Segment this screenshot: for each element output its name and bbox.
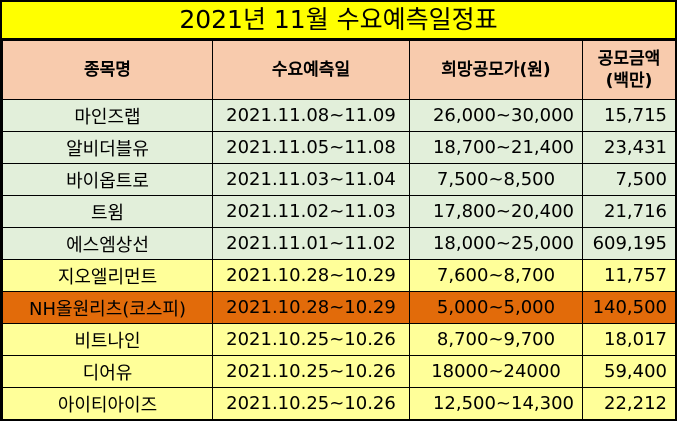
cell-price: 5,000~5,000 — [409, 291, 583, 324]
cell-amount: 7,500 — [582, 163, 676, 196]
table-row: 트윔 2021.11.02~11.03 17,800~20,400 21,716 — [2, 195, 676, 228]
table-row: 마인즈랩 2021.11.08~11.09 26,000~30,000 15,7… — [2, 99, 676, 132]
cell-price: 7,500~8,500 — [409, 163, 583, 196]
cell-price: 18,700~21,400 — [409, 131, 583, 164]
cell-name: 디어유 — [2, 355, 213, 388]
header-amount-line2: (백만) — [605, 71, 653, 91]
schedule-table: 종목명 수요예측일 희망공모가(원) 공모금액 (백만) 마인즈랩 2021.1… — [2, 40, 676, 420]
cell-name: 에스엠상선 — [2, 227, 213, 260]
cell-date: 2021.10.28~10.29 — [212, 259, 410, 292]
cell-date: 2021.10.28~10.29 — [212, 291, 410, 324]
cell-date: 2021.11.05~11.08 — [212, 131, 410, 164]
table-row: 아이티아이즈 2021.10.25~10.26 12,500~14,300 22… — [2, 387, 676, 420]
cell-date: 2021.11.01~11.02 — [212, 227, 410, 260]
cell-date: 2021.10.25~10.26 — [212, 387, 410, 420]
table-row: 바이옵트로 2021.11.03~11.04 7,500~8,500 7,500 — [2, 163, 676, 196]
cell-amount: 21,716 — [582, 195, 676, 228]
header-price: 희망공모가(원) — [409, 40, 583, 100]
header-date: 수요예측일 — [212, 40, 410, 100]
cell-amount: 18,017 — [582, 323, 676, 356]
cell-name: 아이티아이즈 — [2, 387, 213, 420]
table-row: 비트나인 2021.10.25~10.26 8,700~9,700 18,017 — [2, 323, 676, 356]
cell-price: 17,800~20,400 — [409, 195, 583, 228]
cell-price: 7,600~8,700 — [409, 259, 583, 292]
header-name: 종목명 — [2, 40, 213, 100]
table-row: 디어유 2021.10.25~10.26 18000~24000 59,400 — [2, 355, 676, 388]
cell-price: 12,500~14,300 — [409, 387, 583, 420]
cell-name: 바이옵트로 — [2, 163, 213, 196]
cell-name: NH올원리츠(코스피) — [2, 291, 213, 324]
cell-name: 비트나인 — [2, 323, 213, 356]
cell-price: 26,000~30,000 — [409, 99, 583, 132]
cell-name: 마인즈랩 — [2, 99, 213, 132]
cell-amount: 59,400 — [582, 355, 676, 388]
cell-name: 지오엘리먼트 — [2, 259, 213, 292]
header-amount-line1: 공모금액 — [597, 49, 661, 69]
cell-date: 2021.11.02~11.03 — [212, 195, 410, 228]
cell-amount: 23,431 — [582, 131, 676, 164]
cell-amount: 609,195 — [582, 227, 676, 260]
header-amount: 공모금액 (백만) — [582, 40, 676, 100]
cell-amount: 15,715 — [582, 99, 676, 132]
sheet-title: 2021년 11월 수요예측일정표 — [2, 2, 675, 40]
table-row: NH올원리츠(코스피) 2021.10.28~10.29 5,000~5,000… — [2, 291, 676, 324]
cell-price: 18,000~25,000 — [409, 227, 583, 260]
table-row: 알비더블유 2021.11.05~11.08 18,700~21,400 23,… — [2, 131, 676, 164]
cell-name: 트윔 — [2, 195, 213, 228]
cell-date: 2021.11.08~11.09 — [212, 99, 410, 132]
table-row: 에스엠상선 2021.11.01~11.02 18,000~25,000 609… — [2, 227, 676, 260]
cell-price: 8,700~9,700 — [409, 323, 583, 356]
header-row: 종목명 수요예측일 희망공모가(원) 공모금액 (백만) — [2, 40, 676, 100]
cell-amount: 22,212 — [582, 387, 676, 420]
cell-amount: 140,500 — [582, 291, 676, 324]
cell-date: 2021.10.25~10.26 — [212, 355, 410, 388]
cell-date: 2021.10.25~10.26 — [212, 323, 410, 356]
cell-name: 알비더블유 — [2, 131, 213, 164]
table-row: 지오엘리먼트 2021.10.28~10.29 7,600~8,700 11,7… — [2, 259, 676, 292]
cell-price: 18000~24000 — [409, 355, 583, 388]
cell-amount: 11,757 — [582, 259, 676, 292]
cell-date: 2021.11.03~11.04 — [212, 163, 410, 196]
